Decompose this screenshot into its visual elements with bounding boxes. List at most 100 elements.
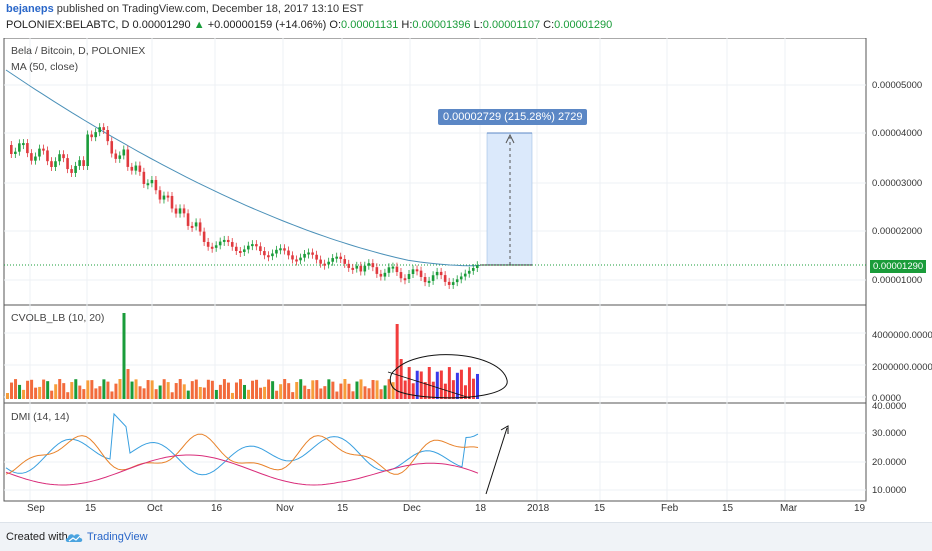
candle-body — [371, 263, 375, 268]
candle-body — [154, 179, 158, 191]
candle-body — [98, 127, 101, 133]
candle-body — [323, 263, 326, 266]
ma-indicator-label[interactable]: MA (50, close) — [11, 61, 79, 73]
volume-bar — [399, 359, 403, 399]
candle-body — [447, 281, 451, 285]
volume-bar — [122, 313, 126, 399]
candle-body — [343, 259, 347, 264]
volume-bar — [407, 367, 411, 399]
candle-body — [182, 208, 186, 214]
volume-bar — [267, 379, 271, 399]
volume-bar — [230, 392, 234, 399]
candle-body — [54, 161, 57, 167]
volume-bar — [206, 379, 210, 399]
volume-bar — [82, 389, 86, 399]
candle-body — [339, 256, 343, 260]
candle-body — [206, 241, 210, 247]
volume-bar — [50, 390, 54, 399]
trend-arrow-annotation[interactable] — [485, 427, 508, 495]
dmi-indicator-label[interactable]: DMI (14, 14) — [11, 411, 70, 423]
symbol-name: POLONIEX:BELABTC, D — [6, 19, 130, 31]
created-with-text: Created with — [6, 531, 68, 543]
candle-body — [202, 231, 206, 242]
candle-body — [327, 261, 330, 265]
candle-body — [14, 151, 17, 154]
volume-bar — [271, 381, 275, 399]
volume-bar — [375, 380, 379, 399]
volume-bar — [343, 379, 347, 399]
volume-bar — [243, 384, 246, 399]
tradingview-cloud-icon[interactable] — [64, 530, 84, 544]
candle-body — [375, 267, 379, 274]
volume-bar — [190, 381, 194, 399]
volume-bar — [287, 383, 291, 399]
candle-body — [347, 263, 351, 268]
volume-bar — [150, 380, 154, 399]
volume-bar — [403, 380, 407, 399]
candle-body — [78, 160, 81, 166]
volume-bar — [339, 383, 343, 399]
volume-bar — [194, 379, 198, 399]
trend-arrow-head — [500, 425, 509, 434]
low-label: L: — [473, 19, 483, 31]
price-tick: 0.00004000 — [872, 128, 923, 139]
volume-indicator-label[interactable]: CVOLB_LB (10, 20) — [11, 312, 105, 324]
candle-body — [190, 225, 194, 228]
candle-body — [263, 251, 266, 256]
last-price-tag: 0.00001290 — [870, 260, 927, 273]
volume-bar — [162, 379, 166, 399]
volume-bar — [98, 386, 102, 399]
candle-body — [74, 165, 77, 173]
author-link[interactable]: bejaneps — [6, 3, 54, 15]
ellipse-annotation[interactable] — [389, 354, 508, 399]
volume-bar — [30, 379, 34, 399]
candle-body — [467, 270, 471, 274]
volume-bar — [463, 385, 467, 399]
close-label: C: — [543, 19, 555, 31]
candle-body — [363, 265, 367, 272]
volume-bar — [395, 324, 399, 399]
volume-bar — [42, 379, 46, 399]
candle-body — [50, 161, 53, 167]
volume-bar — [6, 393, 9, 399]
volume-bar — [38, 386, 42, 399]
volume-bar — [263, 386, 267, 399]
candle-body — [138, 165, 142, 172]
candle-body — [267, 255, 270, 258]
volume-bar — [299, 379, 303, 399]
price-tick: 0.00002000 — [872, 226, 923, 237]
tradingview-brand-link[interactable]: TradingView — [87, 531, 148, 543]
candle-body — [423, 277, 427, 283]
dmi-tick: 30.0000 — [872, 428, 907, 439]
candle-body — [110, 141, 114, 154]
volume-bar — [367, 388, 371, 399]
candle-body — [102, 127, 106, 130]
volume-bar — [126, 369, 130, 399]
volume-bar — [331, 381, 335, 399]
adx-line — [5, 454, 479, 486]
candle-body — [166, 195, 170, 198]
candle-body — [130, 166, 134, 171]
volume-bar — [363, 386, 367, 399]
dmi-tick: 20.0000 — [872, 457, 907, 468]
candle-body — [279, 248, 282, 251]
candle-body — [387, 267, 391, 273]
candle-body — [291, 255, 294, 260]
candle-body — [311, 252, 314, 255]
publish-info: bejaneps published on TradingView.com, D… — [6, 3, 364, 15]
volume-bar — [303, 385, 307, 399]
volume-bar — [174, 383, 178, 399]
time-tick: Dec — [403, 503, 421, 514]
grid — [4, 38, 866, 501]
candle-body — [427, 280, 431, 283]
candle-body — [146, 183, 150, 186]
volume-bar — [247, 389, 251, 399]
volume-bar — [218, 384, 222, 399]
candle-body — [222, 239, 226, 242]
volume-bar — [54, 384, 58, 399]
volume-bar — [86, 380, 90, 399]
candle-body — [198, 222, 202, 232]
volume-bar — [222, 379, 226, 399]
volume-bar — [18, 384, 22, 399]
candle-body — [230, 242, 234, 247]
